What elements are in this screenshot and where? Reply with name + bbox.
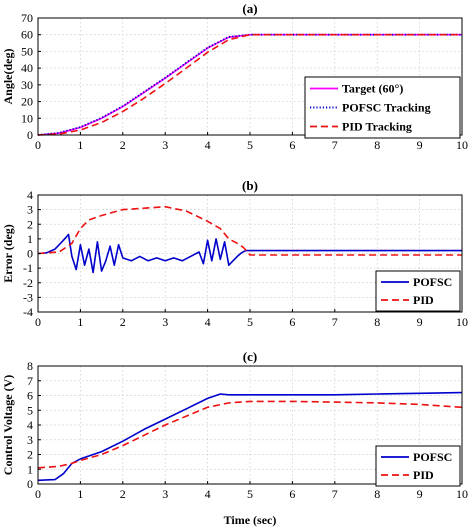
y-tick-label: 1 xyxy=(27,232,33,246)
x-tick-label: 5 xyxy=(247,315,253,329)
y-tick-label: 0 xyxy=(27,128,33,142)
y-tick-label: 4 xyxy=(27,418,33,432)
y-tick-label: -4 xyxy=(23,305,33,319)
chart-title: (a) xyxy=(242,1,257,16)
series-line-pid-tracking xyxy=(37,33,462,136)
chart-title: (b) xyxy=(242,178,258,193)
x-tick-label: 7 xyxy=(332,138,338,152)
y-tick-label: 7 xyxy=(27,374,33,388)
x-tick-label: 10 xyxy=(456,487,468,501)
x-tick-label: 2 xyxy=(120,138,126,152)
y-tick-label: 60 xyxy=(21,28,33,42)
series-line-pid xyxy=(37,205,462,256)
legend-entry: PID xyxy=(413,293,434,307)
legend: POFSC PID xyxy=(375,270,461,312)
y-tick-label: 20 xyxy=(21,95,33,109)
x-tick-label: 5 xyxy=(247,138,253,152)
y-tick-label: 0 xyxy=(27,477,33,491)
y-axis-label: Control Voltage (V) xyxy=(1,375,15,475)
x-tick-label: 9 xyxy=(417,315,423,329)
x-tick-label: 3 xyxy=(162,315,168,329)
y-tick-label: 6 xyxy=(27,389,33,403)
y-tick-label: -3 xyxy=(23,290,33,304)
legend-box xyxy=(375,445,461,487)
x-tick-label: 0 xyxy=(35,138,41,152)
x-tick-label: 2 xyxy=(120,487,126,501)
series-line-pofsc xyxy=(37,233,462,274)
x-tick-label: 8 xyxy=(374,138,380,152)
y-axis-label: Error (deg) xyxy=(1,224,15,283)
x-tick-label: 8 xyxy=(374,315,380,329)
x-tick-label: 9 xyxy=(417,487,423,501)
x-tick-label: 2 xyxy=(120,315,126,329)
x-tick-label: 4 xyxy=(205,138,211,152)
x-tick-label: 1 xyxy=(77,138,83,152)
x-tick-label: 4 xyxy=(205,487,211,501)
x-tick-label: 10 xyxy=(456,138,468,152)
x-tick-label: 7 xyxy=(332,487,338,501)
legend-entry: PID xyxy=(413,468,434,482)
x-tick-label: 5 xyxy=(247,487,253,501)
y-tick-label: 1 xyxy=(27,462,33,476)
y-tick-label: 30 xyxy=(21,78,33,92)
y-tick-label: 70 xyxy=(21,11,33,25)
y-tick-label: 5 xyxy=(27,403,33,417)
x-tick-label: 0 xyxy=(35,315,41,329)
y-tick-label: 2 xyxy=(27,448,33,462)
x-tick-label: 10 xyxy=(456,315,468,329)
y-tick-label: 3 xyxy=(27,433,33,447)
x-tick-label: 0 xyxy=(35,487,41,501)
x-tick-label: 9 xyxy=(417,138,423,152)
y-tick-label: 50 xyxy=(21,44,33,58)
x-tick-label: 6 xyxy=(289,138,295,152)
legend-entry: POFSC Tracking xyxy=(342,101,431,115)
legend-entry: POFSC xyxy=(413,275,452,289)
y-tick-label: -2 xyxy=(23,276,33,290)
x-tick-label: 6 xyxy=(289,315,295,329)
legend: Target (60°) POFSC Tracking PID Tracking xyxy=(304,76,461,139)
y-tick-label: 3 xyxy=(27,203,33,217)
chart-title: (c) xyxy=(243,349,257,364)
x-tick-label: 6 xyxy=(289,487,295,501)
series-line-pid xyxy=(37,400,463,469)
y-tick-label: 10 xyxy=(21,111,33,125)
x-tick-label: 1 xyxy=(77,487,83,501)
x-tick-label: 1 xyxy=(77,315,83,329)
legend-entry: Target (60°) xyxy=(342,82,403,96)
legend-box xyxy=(304,76,461,139)
y-tick-label: 4 xyxy=(27,188,33,202)
y-tick-label: 8 xyxy=(27,359,33,373)
x-tick-label: 7 xyxy=(332,315,338,329)
y-tick-label: 0 xyxy=(27,247,33,261)
legend-entry: PID Tracking xyxy=(342,120,412,134)
legend: POFSC PID xyxy=(375,445,461,487)
legend-entry: POFSC xyxy=(413,450,452,464)
x-tick-label: 8 xyxy=(374,487,380,501)
legend-box xyxy=(375,270,461,312)
y-tick-label: 40 xyxy=(21,61,33,75)
x-tick-label: 4 xyxy=(205,315,211,329)
chart-panel-0: 0 1 2 3 4 5 6 7 8 9 10010203040506070(a)Angle(deg)… xyxy=(1,1,468,152)
x-axis-label: Time (sec) xyxy=(224,513,277,527)
series-line-pofsc-tracking xyxy=(37,33,462,136)
y-tick-label: -1 xyxy=(23,261,33,275)
y-axis-label: Angle(deg) xyxy=(1,49,15,105)
y-tick-label: 2 xyxy=(27,217,33,231)
x-tick-label: 3 xyxy=(162,487,168,501)
x-tick-label: 3 xyxy=(162,138,168,152)
